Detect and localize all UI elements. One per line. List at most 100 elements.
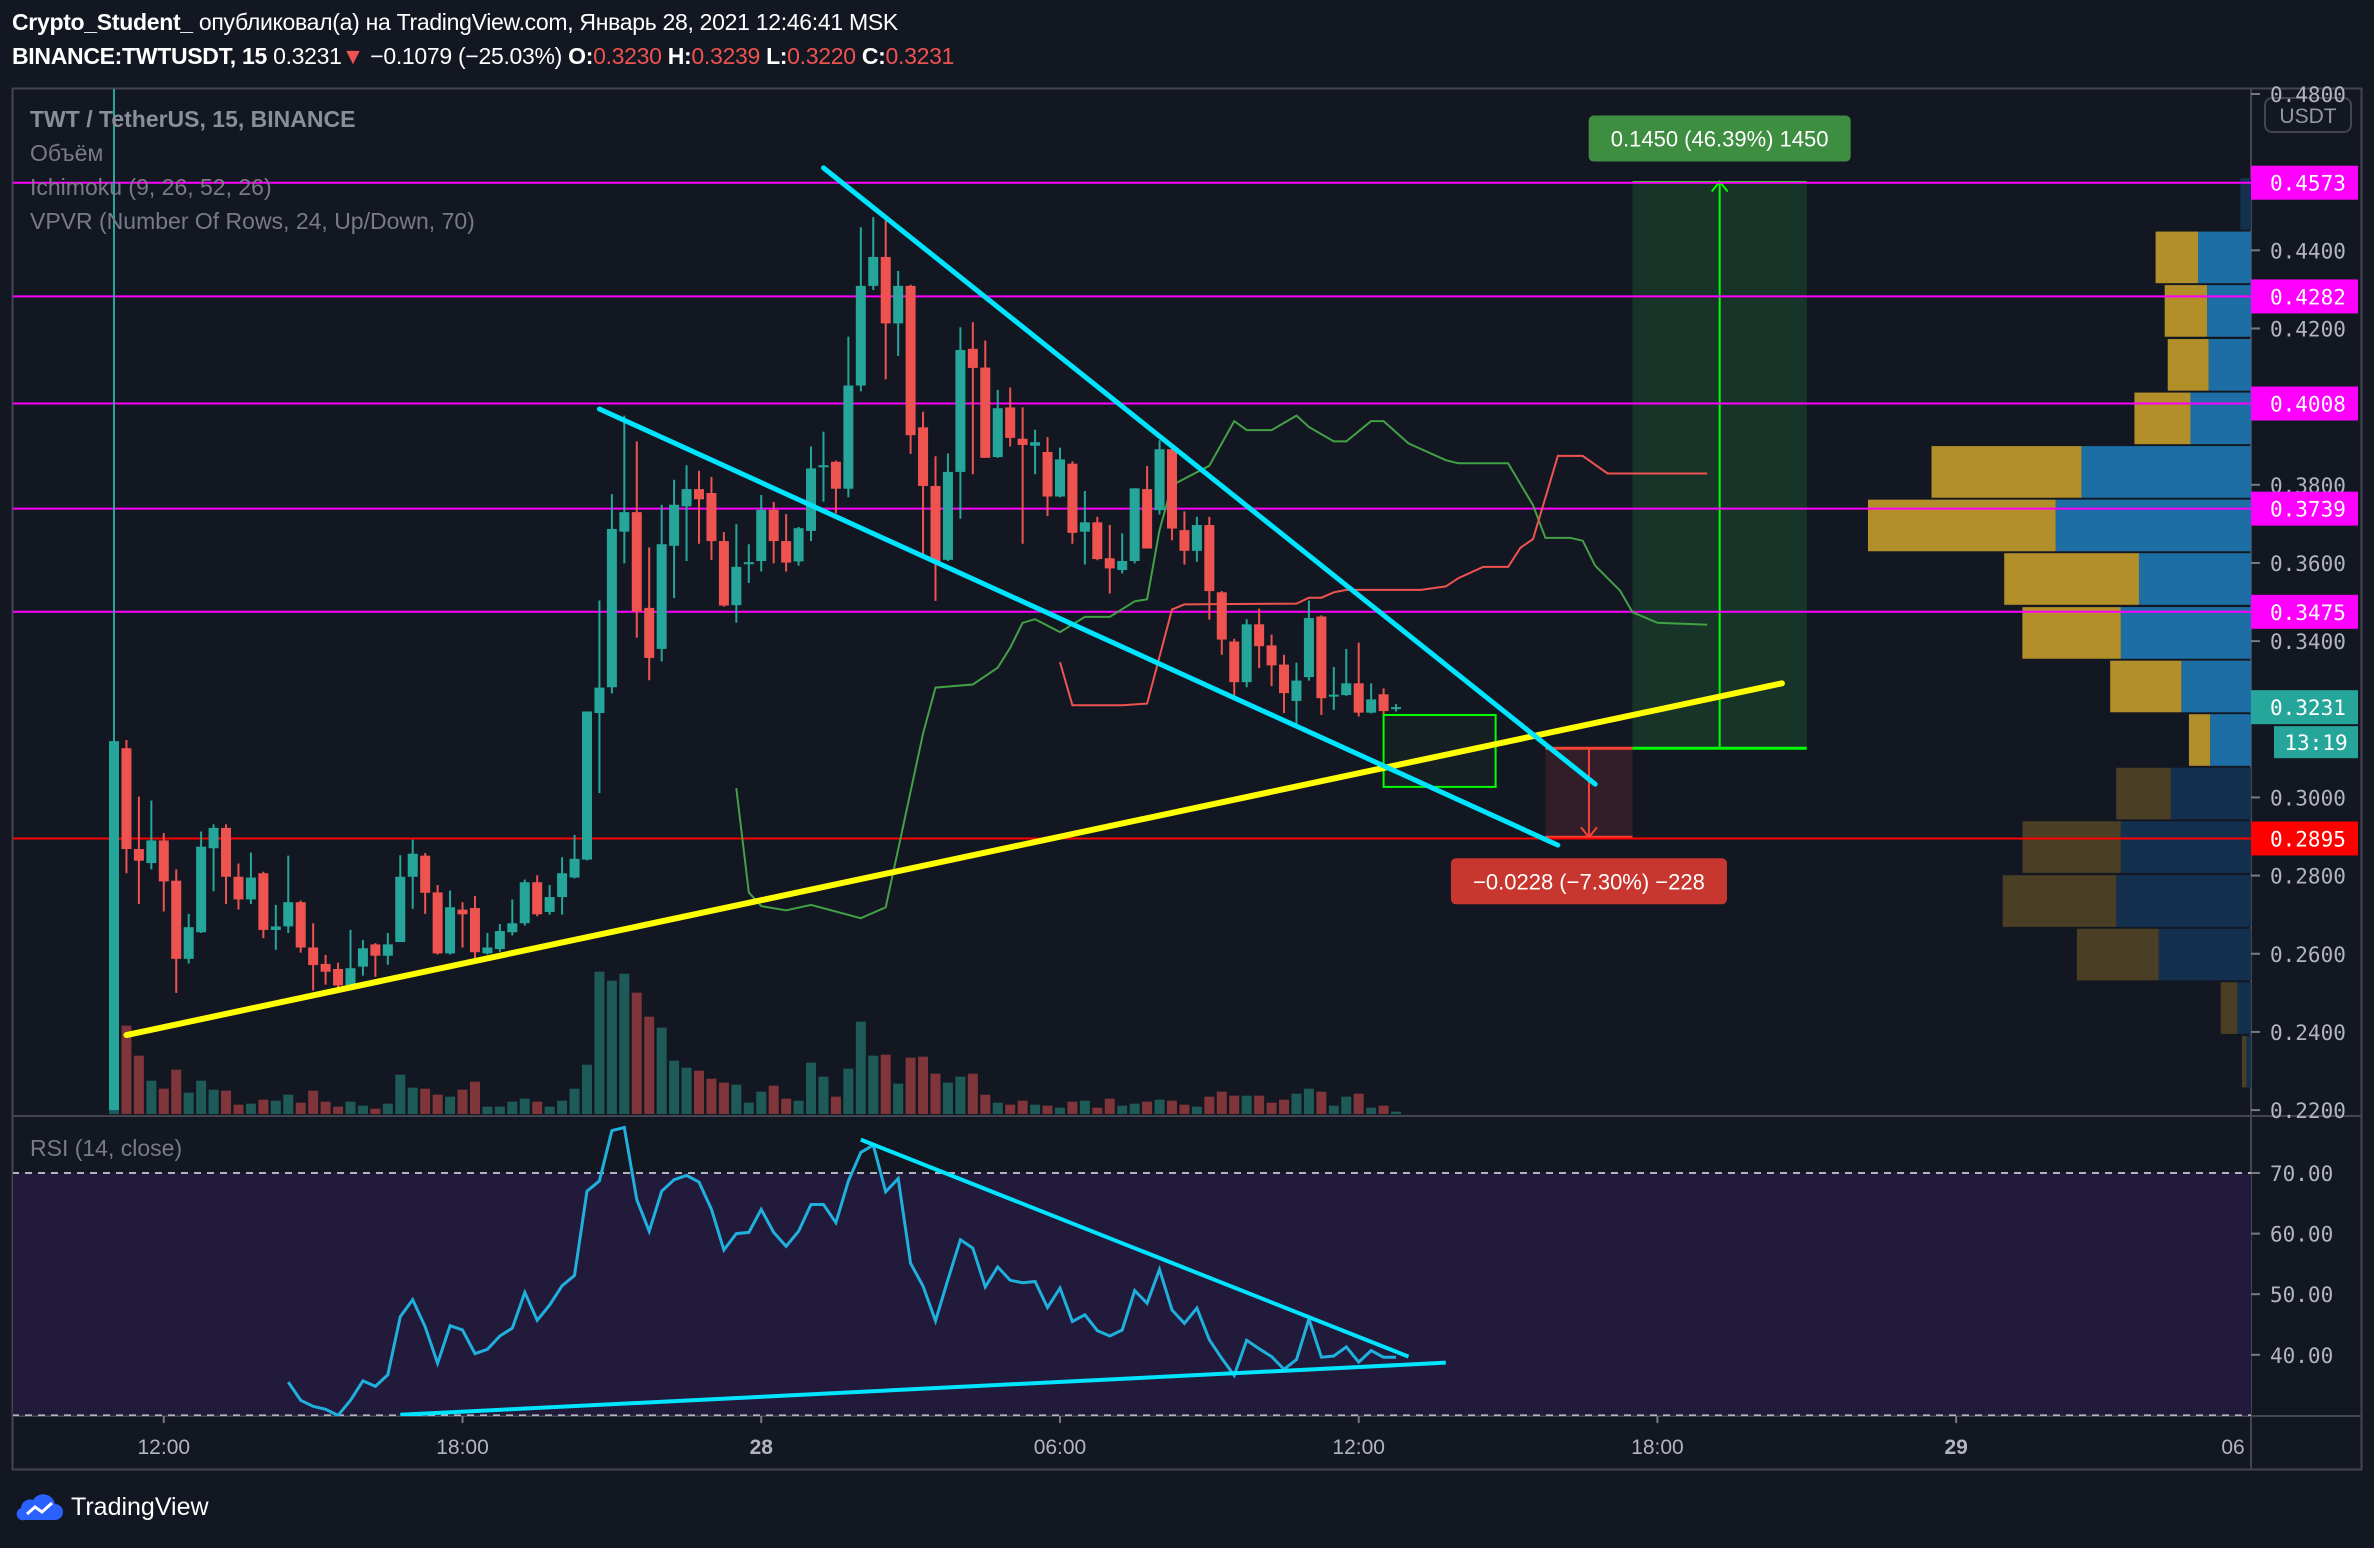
vpvr-up-bar <box>2158 928 2251 981</box>
candle-body <box>382 944 393 956</box>
open-label: O: <box>568 43 594 69</box>
vpvr-down-bar <box>2155 231 2199 284</box>
vpvr-down-bar <box>2188 714 2211 766</box>
candle-body <box>1166 449 1177 529</box>
arrow-down-icon <box>1580 826 1598 839</box>
volume-bar <box>1166 1100 1177 1114</box>
volume-bar <box>532 1101 543 1114</box>
legend-rsi[interactable]: RSI (14, close) <box>30 1135 183 1161</box>
level-price-label: 0.4573 <box>2270 172 2346 196</box>
volume-bar <box>407 1087 418 1114</box>
level-price-label-bg <box>2251 165 2358 200</box>
volume-bar <box>1104 1098 1115 1114</box>
vpvr-down-bar <box>2002 875 2117 927</box>
vpvr-up-bar <box>2138 553 2251 605</box>
candle-body <box>196 846 207 933</box>
candle-body <box>544 897 555 912</box>
candle-body <box>1054 459 1065 497</box>
author-name[interactable]: Crypto_Student_ <box>12 9 193 35</box>
volume-bar <box>245 1103 256 1114</box>
price-range-label-bg <box>1588 115 1851 162</box>
candle-body <box>756 509 767 562</box>
tradingview-logo[interactable]: TradingView <box>15 1492 209 1522</box>
candle-body <box>1179 530 1190 551</box>
volume-bar <box>731 1084 742 1114</box>
legend-ichimoku[interactable]: Ichimoku (9, 26, 52, 26) <box>30 174 272 200</box>
legend-symbol[interactable]: TWT / TetherUS, 15, BINANCE <box>30 106 356 132</box>
candle-body <box>457 909 468 915</box>
rsi-line <box>287 1125 1396 1416</box>
price-tick-label: 0.3600 <box>2270 552 2346 576</box>
tradingview-brand: TradingView <box>71 1492 209 1521</box>
price-range-label: 0.1450 (46.39%) 1450 <box>1611 127 1829 152</box>
candle-body <box>1092 522 1103 560</box>
candle-body <box>432 892 443 954</box>
candle-body <box>557 873 568 898</box>
legend-vpvr[interactable]: VPVR (Number Of Rows, 24, Up/Down, 70) <box>30 208 475 234</box>
candle-body <box>955 349 966 472</box>
price-tick-label: 0.4400 <box>2270 239 2346 263</box>
down-arrow-icon: ▼ <box>341 43 365 69</box>
volume-bar <box>619 973 630 1114</box>
candle-body <box>980 367 991 458</box>
candle-body <box>208 827 219 849</box>
volume-bar <box>1341 1096 1352 1114</box>
vpvr-down-bar <box>2164 285 2208 337</box>
volume-bar <box>955 1076 966 1114</box>
candle-body <box>158 840 169 882</box>
price-range-label-bg <box>1450 858 1727 905</box>
candle-body <box>706 493 717 542</box>
volume-bar <box>980 1094 991 1114</box>
volume-bar <box>743 1102 754 1114</box>
trendline <box>123 680 1785 1039</box>
volume-bar <box>930 1073 941 1114</box>
symbol: BINANCE:TWTUSDT, 15 <box>12 43 267 69</box>
price-tick-label: 0.2800 <box>2270 865 2346 889</box>
volume-bar <box>1254 1095 1265 1114</box>
legend-volume[interactable]: Объём <box>30 140 104 166</box>
last-price-label: 0.3231 <box>2270 696 2346 720</box>
level-price-label: 0.3475 <box>2270 601 2346 625</box>
volume-bar <box>171 1069 182 1114</box>
candle-body <box>1341 683 1352 696</box>
candle-body <box>1104 558 1115 569</box>
volume-bar <box>270 1100 281 1114</box>
price-tick-label: 0.3000 <box>2270 786 2346 810</box>
rsi-tick-label: 50.00 <box>2270 1283 2333 1307</box>
candle-body <box>855 285 866 386</box>
volume-bar <box>644 1016 655 1114</box>
vpvr-up-bar <box>2055 499 2251 552</box>
time-tick-label: 06 <box>2221 1436 2244 1459</box>
volume-bar <box>793 1100 804 1114</box>
price-range-label: −0.0228 (−7.30%) −228 <box>1473 869 1705 894</box>
trendline <box>820 165 1598 787</box>
vpvr-down-bar <box>2022 821 2121 873</box>
volume-bar <box>544 1106 555 1114</box>
candle-body <box>669 504 680 546</box>
volume-bar <box>868 1055 879 1114</box>
volume-bar <box>669 1060 680 1114</box>
volume-bar <box>333 1106 344 1114</box>
vpvr-up-bar <box>2170 767 2251 820</box>
volume-bar <box>308 1090 319 1114</box>
candle-body <box>942 471 953 560</box>
candle-body <box>731 566 742 606</box>
candle-body <box>905 285 916 436</box>
volume-bar <box>569 1088 580 1114</box>
volume-bar <box>196 1080 207 1114</box>
volume-bar <box>507 1101 518 1114</box>
volume-bar <box>258 1099 269 1114</box>
volume-bar <box>1266 1102 1277 1114</box>
candle-body <box>1191 525 1202 551</box>
volume-bar <box>1291 1093 1302 1114</box>
candle-body <box>681 489 692 507</box>
publish-info: Crypto_Student_ опубликовал(а) на Tradin… <box>12 9 898 36</box>
candle-body <box>1254 624 1265 647</box>
level-price-label: 0.4282 <box>2270 285 2346 309</box>
published-text: опубликовал(а) на TradingView.com, Январ… <box>192 9 898 35</box>
candle-body <box>519 882 530 924</box>
price-tick-label: 0.4800 <box>2270 83 2346 107</box>
volume-bar <box>1030 1104 1041 1114</box>
volume-bar <box>893 1083 904 1114</box>
